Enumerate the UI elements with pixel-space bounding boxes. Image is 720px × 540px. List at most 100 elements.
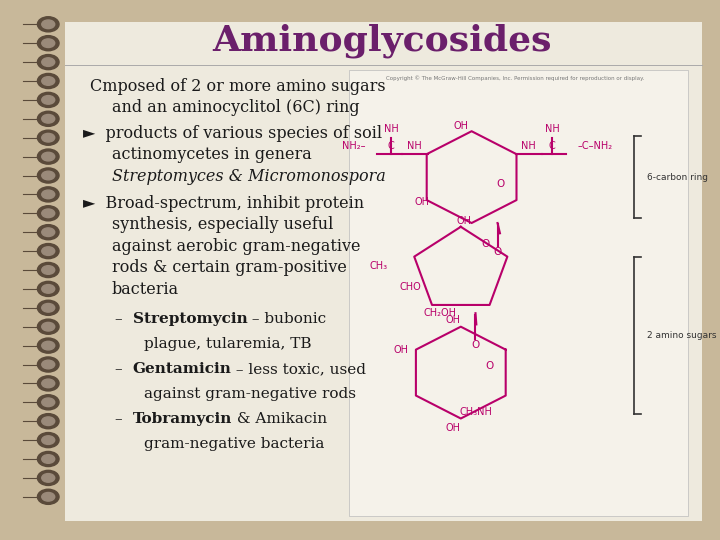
- Ellipse shape: [42, 133, 55, 142]
- Text: bacteria: bacteria: [112, 281, 179, 298]
- Text: OH: OH: [456, 215, 472, 226]
- Text: O: O: [472, 340, 480, 349]
- Text: OH: OH: [446, 423, 461, 433]
- Text: –: –: [115, 312, 132, 326]
- Text: C: C: [549, 141, 555, 151]
- Ellipse shape: [42, 114, 55, 123]
- Ellipse shape: [42, 209, 55, 218]
- Ellipse shape: [37, 168, 59, 183]
- Ellipse shape: [37, 281, 59, 296]
- Ellipse shape: [42, 360, 55, 369]
- Text: O: O: [485, 361, 493, 371]
- Text: Cmposed of 2 or more amino sugars: Cmposed of 2 or more amino sugars: [90, 78, 386, 95]
- Text: O: O: [493, 247, 502, 258]
- Ellipse shape: [37, 357, 59, 372]
- Text: –: –: [115, 362, 132, 376]
- Text: 6-carbon ring: 6-carbon ring: [647, 173, 708, 181]
- Text: NH₂–: NH₂–: [342, 141, 365, 151]
- Ellipse shape: [42, 398, 55, 407]
- Ellipse shape: [42, 171, 55, 180]
- Text: OH: OH: [454, 121, 469, 131]
- Text: –C–NH₂: –C–NH₂: [578, 141, 613, 151]
- Text: –: –: [115, 412, 132, 426]
- Ellipse shape: [37, 36, 59, 51]
- Ellipse shape: [42, 436, 55, 444]
- Ellipse shape: [42, 247, 55, 255]
- FancyBboxPatch shape: [65, 22, 702, 521]
- Text: Streptomycin: Streptomycin: [132, 312, 248, 326]
- Ellipse shape: [42, 379, 55, 388]
- Ellipse shape: [37, 489, 59, 504]
- Ellipse shape: [42, 20, 55, 29]
- Text: against gram-negative rods: against gram-negative rods: [144, 387, 356, 401]
- Ellipse shape: [37, 187, 59, 202]
- Ellipse shape: [37, 92, 59, 107]
- Text: NH: NH: [521, 141, 536, 151]
- Text: C: C: [388, 141, 395, 151]
- Text: CH₃: CH₃: [369, 261, 387, 271]
- Ellipse shape: [42, 228, 55, 237]
- Ellipse shape: [37, 451, 59, 467]
- Ellipse shape: [42, 417, 55, 426]
- Text: & Amikacin: & Amikacin: [232, 412, 327, 426]
- Text: Tobramycin: Tobramycin: [132, 412, 232, 426]
- Text: 2 amino sugars: 2 amino sugars: [647, 331, 716, 340]
- Ellipse shape: [37, 338, 59, 353]
- Text: CH₃NH: CH₃NH: [460, 407, 492, 417]
- Ellipse shape: [37, 300, 59, 315]
- Ellipse shape: [37, 376, 59, 391]
- Text: plague, tularemia, TB: plague, tularemia, TB: [144, 337, 312, 351]
- Text: NH: NH: [544, 124, 559, 134]
- Ellipse shape: [37, 470, 59, 485]
- Ellipse shape: [42, 39, 55, 48]
- Ellipse shape: [42, 96, 55, 104]
- Ellipse shape: [37, 130, 59, 145]
- Text: rods & certain gram-positive: rods & certain gram-positive: [112, 259, 346, 276]
- FancyBboxPatch shape: [349, 70, 688, 516]
- Ellipse shape: [42, 455, 55, 463]
- Ellipse shape: [37, 225, 59, 240]
- Text: OH: OH: [394, 345, 409, 355]
- Ellipse shape: [37, 17, 59, 32]
- Text: Streptomyces & Micromonospora: Streptomyces & Micromonospora: [112, 168, 385, 185]
- Text: CHO: CHO: [400, 282, 422, 292]
- Ellipse shape: [42, 341, 55, 350]
- Ellipse shape: [42, 285, 55, 293]
- Ellipse shape: [37, 206, 59, 221]
- Ellipse shape: [37, 111, 59, 126]
- Ellipse shape: [37, 262, 59, 278]
- Text: Aminoglycosides: Aminoglycosides: [212, 23, 552, 58]
- Text: gram-negative bacteria: gram-negative bacteria: [144, 437, 325, 451]
- Text: ►  Broad-spectrum, inhibit protein: ► Broad-spectrum, inhibit protein: [83, 194, 364, 212]
- Ellipse shape: [37, 433, 59, 448]
- Ellipse shape: [42, 266, 55, 274]
- Text: – bubonic: – bubonic: [248, 312, 326, 326]
- Text: O: O: [496, 179, 504, 189]
- Text: NH: NH: [408, 141, 422, 151]
- Ellipse shape: [42, 474, 55, 482]
- Ellipse shape: [37, 414, 59, 429]
- Ellipse shape: [42, 190, 55, 199]
- Text: O: O: [481, 239, 490, 249]
- Text: Gentamicin: Gentamicin: [132, 362, 231, 376]
- Text: – less toxic, used: – less toxic, used: [231, 362, 366, 376]
- Ellipse shape: [42, 322, 55, 331]
- Text: CH₂OH: CH₂OH: [423, 308, 456, 318]
- Ellipse shape: [42, 303, 55, 312]
- Ellipse shape: [42, 152, 55, 161]
- Ellipse shape: [42, 77, 55, 85]
- Text: Copyright © The McGraw-Hill Companies, Inc. Permission required for reproduction: Copyright © The McGraw-Hill Companies, I…: [386, 76, 644, 81]
- Text: OH: OH: [446, 315, 461, 325]
- Text: synthesis, especially useful: synthesis, especially useful: [112, 216, 333, 233]
- Ellipse shape: [37, 395, 59, 410]
- Text: OH: OH: [415, 197, 430, 207]
- Ellipse shape: [37, 55, 59, 70]
- Text: actinomycetes in genera: actinomycetes in genera: [112, 146, 311, 164]
- Text: ►  products of various species of soil: ► products of various species of soil: [83, 125, 382, 142]
- Text: against aerobic gram-negative: against aerobic gram-negative: [112, 238, 360, 255]
- Ellipse shape: [42, 58, 55, 66]
- Ellipse shape: [37, 73, 59, 89]
- Text: and an aminocyclitol (6C) ring: and an aminocyclitol (6C) ring: [112, 99, 359, 117]
- Ellipse shape: [37, 149, 59, 164]
- Text: NH: NH: [384, 124, 399, 134]
